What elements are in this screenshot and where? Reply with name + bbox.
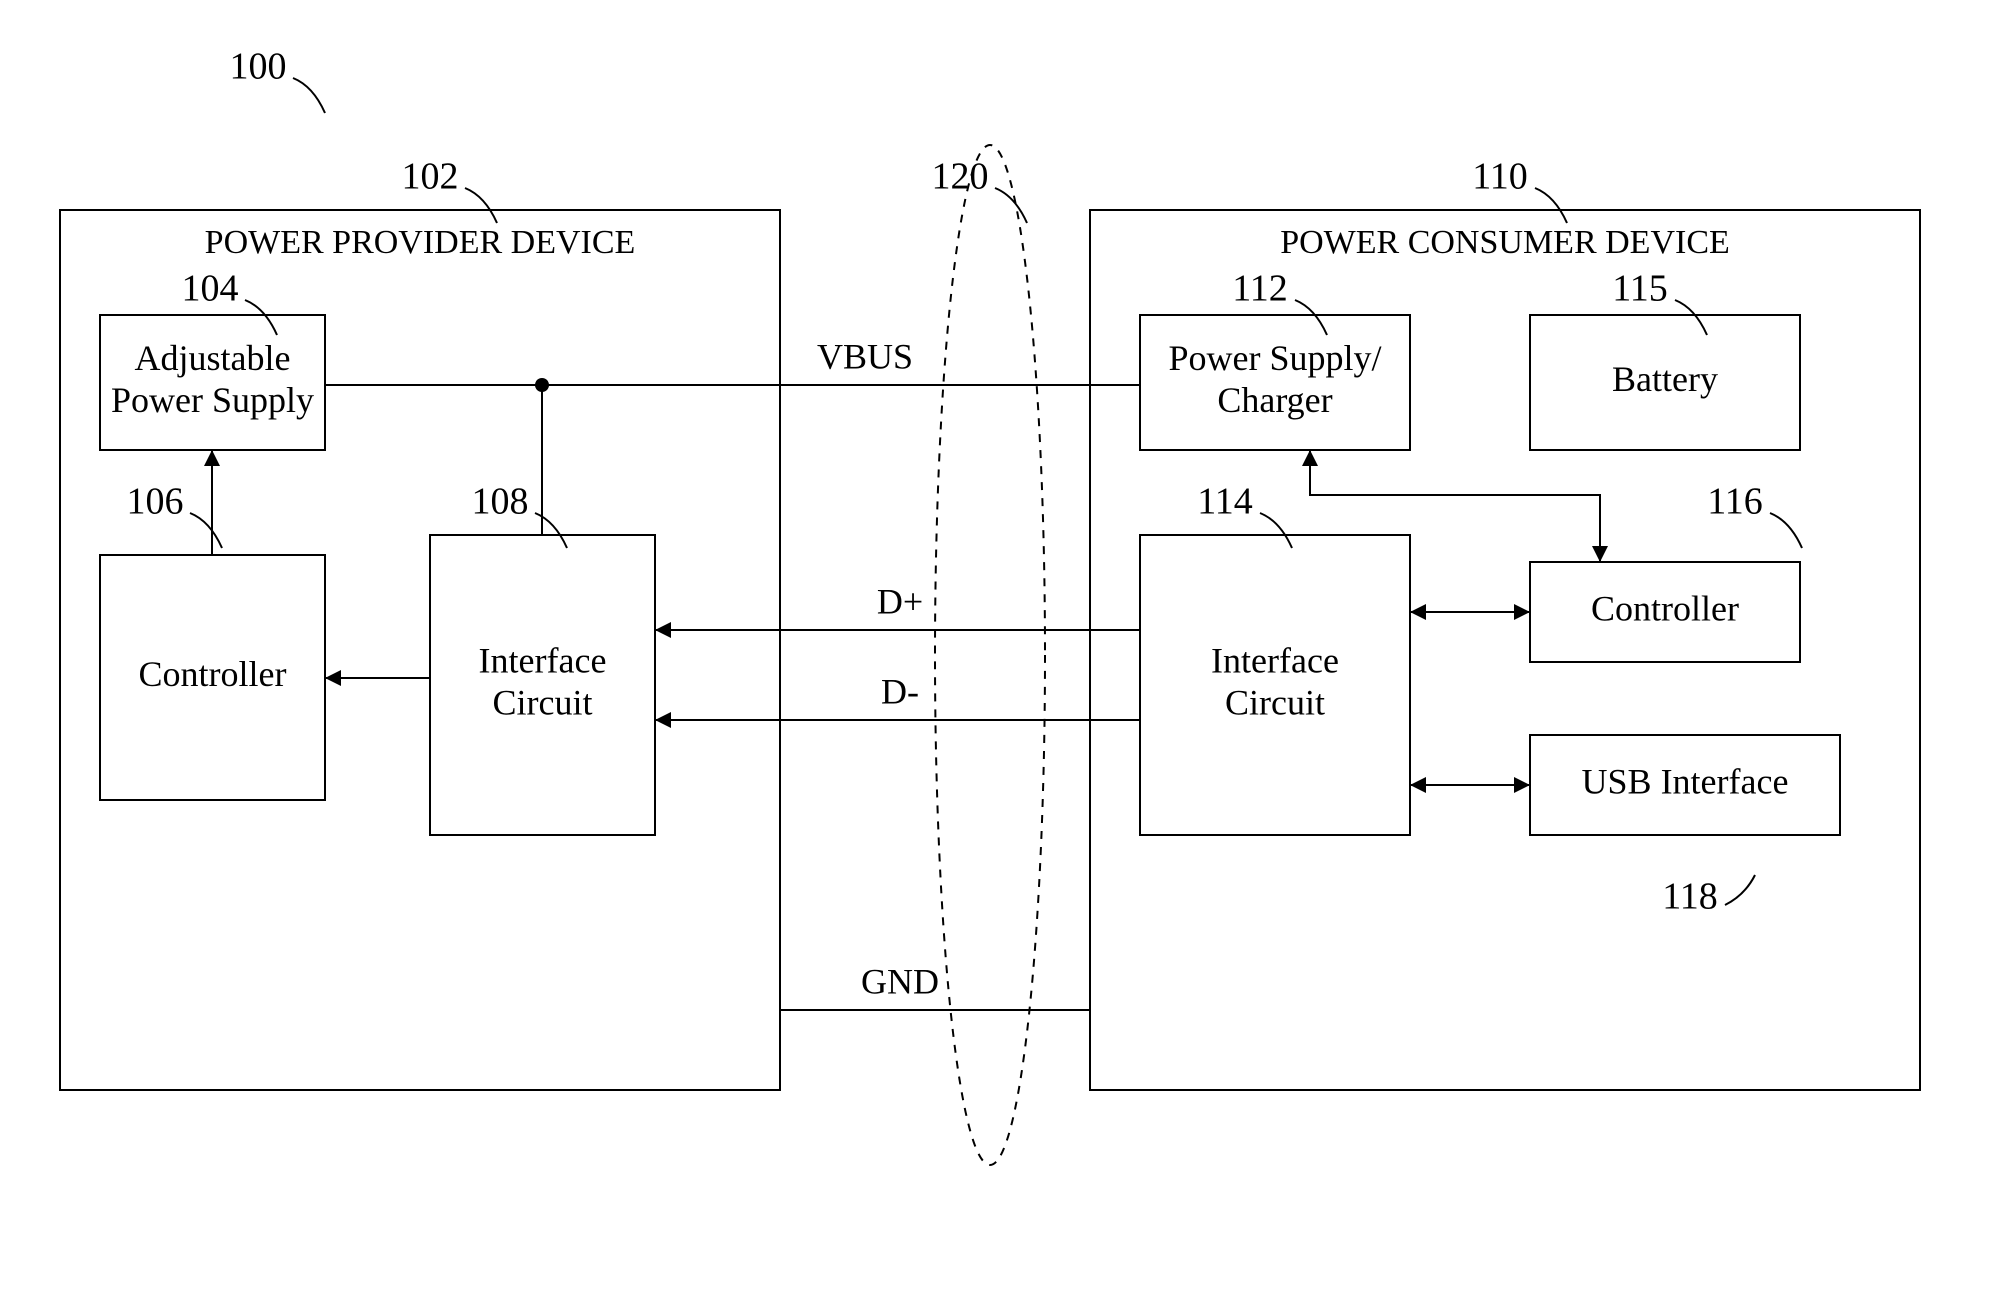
cable-ellipse	[935, 145, 1045, 1165]
svg-text:Circuit: Circuit	[1225, 682, 1325, 722]
svg-text:USB Interface: USB Interface	[1582, 761, 1789, 801]
svg-text:Interface: Interface	[1211, 640, 1339, 680]
svg-text:104: 104	[182, 268, 239, 310]
wire-gnd: GND	[780, 961, 1090, 1010]
svg-text:D+: D+	[877, 581, 923, 621]
svg-text:VBUS: VBUS	[817, 336, 913, 376]
ctrlR-box: Controller	[1530, 562, 1800, 662]
svg-text:Power Supply: Power Supply	[111, 380, 314, 420]
svg-text:120: 120	[932, 156, 989, 198]
usb-box: USB Interface	[1530, 735, 1840, 835]
svg-text:Battery: Battery	[1612, 359, 1718, 399]
svg-text:Controller: Controller	[139, 654, 287, 694]
ifL-box: InterfaceCircuit	[430, 535, 655, 835]
ref-cable: 120	[932, 156, 1028, 223]
batt-box: Battery	[1530, 315, 1800, 450]
aps-box: AdjustablePower Supply	[100, 315, 325, 450]
svg-text:Interface: Interface	[479, 640, 607, 680]
svg-text:Circuit: Circuit	[493, 682, 593, 722]
svg-text:108: 108	[472, 481, 529, 523]
provider-title: POWER PROVIDER DEVICE	[205, 224, 636, 261]
svg-text:Adjustable: Adjustable	[135, 338, 291, 378]
ifR-box: InterfaceCircuit	[1140, 535, 1410, 835]
svg-text:D-: D-	[881, 671, 919, 711]
svg-text:110: 110	[1472, 156, 1528, 198]
svg-text:Power Supply/: Power Supply/	[1168, 338, 1381, 378]
svg-text:115: 115	[1612, 268, 1668, 310]
svg-text:GND: GND	[861, 961, 939, 1001]
svg-text:Controller: Controller	[1591, 588, 1739, 628]
svg-text:114: 114	[1197, 481, 1253, 523]
svg-text:116: 116	[1707, 481, 1763, 523]
svg-text:106: 106	[127, 481, 184, 523]
psc-box: Power Supply/Charger	[1140, 315, 1410, 450]
svg-text:100: 100	[230, 46, 287, 88]
ctrlL-box: Controller	[100, 555, 325, 800]
svg-text:102: 102	[402, 156, 459, 198]
svg-text:Charger: Charger	[1217, 380, 1332, 420]
consumer-title: POWER CONSUMER DEVICE	[1280, 224, 1730, 261]
ref-system: 100	[230, 46, 326, 113]
svg-text:112: 112	[1232, 268, 1288, 310]
svg-text:118: 118	[1662, 876, 1718, 918]
